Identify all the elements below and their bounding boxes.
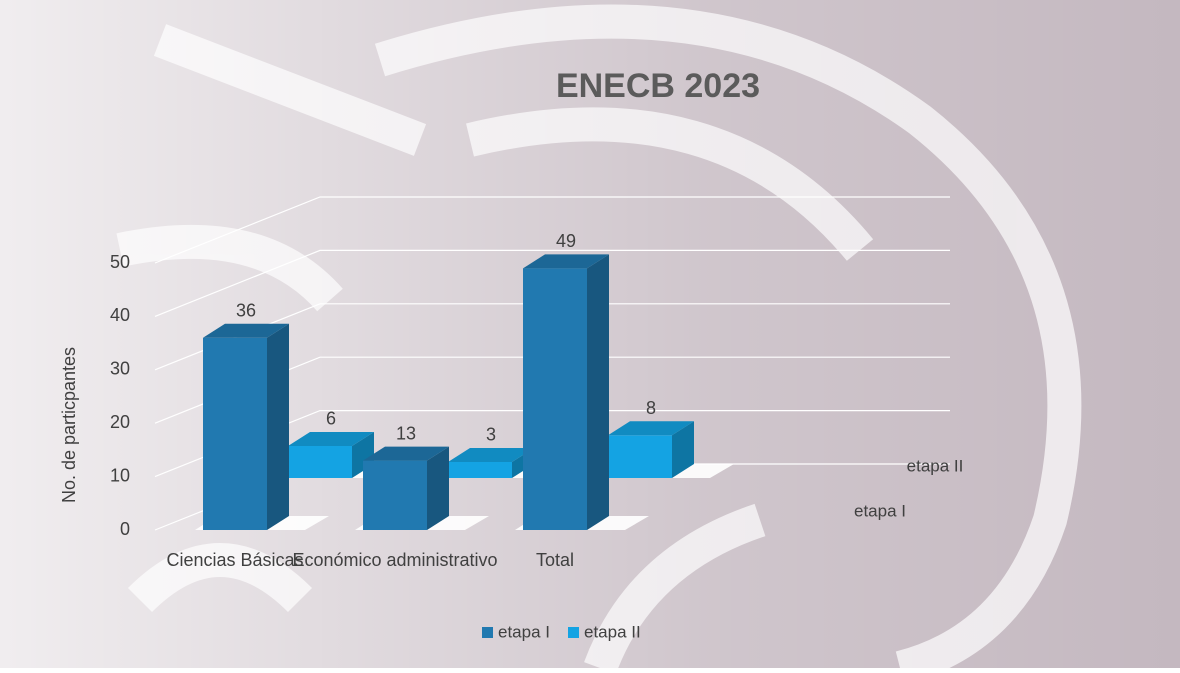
legend-label: etapa II [584,622,641,641]
grid-line [154,196,950,264]
bar-front [288,445,352,478]
bar-front [203,337,267,530]
y-tick-label: 40 [110,305,130,325]
x-tick-label: Ciencias Básicas [166,550,303,570]
y-tick-label: 0 [120,519,130,539]
legend-swatch [482,627,493,638]
x-tick-label: Total [536,550,574,570]
bar [355,446,489,530]
data-label: 3 [486,425,496,445]
chart-title: ENECB 2023 [556,67,760,105]
y-tick-label: 20 [110,412,130,432]
bar [515,254,649,530]
data-label: 6 [326,409,336,429]
bar-top [448,447,534,462]
depth-label: etapa I [854,501,906,520]
bar-front [363,460,427,530]
bar-top [363,446,449,461]
bar-top [203,323,289,338]
bar-side [587,254,609,530]
data-label: 49 [556,231,576,251]
bar-side [267,323,289,530]
data-label: 13 [396,423,416,443]
grid-line [154,249,950,317]
bar-top [288,431,374,446]
bar-side [672,421,694,478]
data-label: 36 [236,301,256,321]
bar-side [427,446,449,530]
bar-top [523,254,609,269]
x-tick-label: Económico administrativo [292,550,497,570]
bar [195,323,329,530]
bar [600,421,734,478]
y-axis-label: No. de particpantes [59,347,79,503]
y-tick-label: 10 [110,465,130,485]
y-tick-label: 50 [110,252,130,272]
y-tick-label: 30 [110,359,130,379]
depth-label: etapa II [907,456,964,475]
bar-front [523,268,587,530]
data-label: 8 [646,398,656,418]
bar-top [608,421,694,436]
bar-front [448,461,512,478]
legend-swatch [568,627,579,638]
bar-front [608,435,672,478]
legend-label: etapa I [498,622,550,641]
